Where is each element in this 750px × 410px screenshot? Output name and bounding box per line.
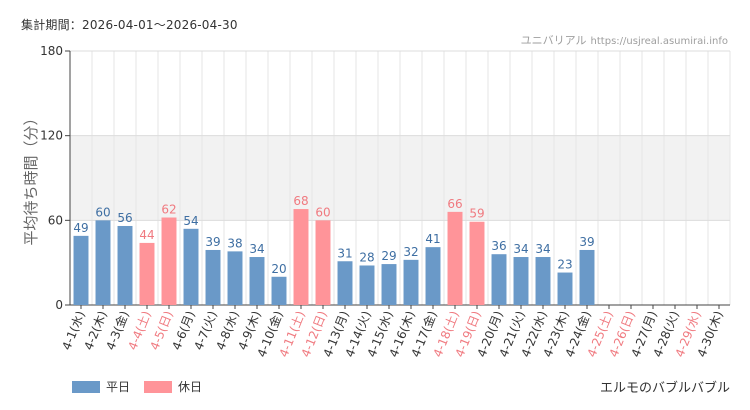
y-axis-title: 平均待ち時間（分）: [22, 110, 40, 245]
data-label: 49: [73, 221, 88, 235]
data-label: 34: [249, 242, 264, 256]
source-url[interactable]: https://usjreal.asumirai.info: [590, 36, 728, 47]
bar: [73, 235, 89, 305]
data-label: 20: [271, 262, 286, 276]
bar: [205, 249, 221, 305]
data-label: 39: [579, 235, 594, 249]
bar: [403, 259, 419, 305]
data-label: 44: [139, 228, 154, 242]
legend-holiday[interactable]: 休日: [144, 378, 202, 395]
source-credit[interactable]: ユニバリアル https://usjreal.asumirai.info: [521, 32, 728, 48]
legend-holiday-swatch: [144, 380, 173, 393]
bar: [359, 265, 375, 305]
data-label: 68: [293, 194, 308, 208]
bar: [95, 220, 111, 305]
bar: [161, 217, 177, 305]
y-tick-label: 60: [48, 213, 63, 227]
data-label: 66: [447, 197, 462, 211]
y-tick-label: 120: [40, 129, 63, 143]
bar: [249, 257, 265, 305]
data-label: 36: [491, 239, 506, 253]
bar: [183, 228, 199, 305]
data-label: 23: [557, 258, 572, 272]
bar: [117, 225, 133, 305]
legend-weekday-label: 平日: [106, 380, 131, 394]
bar: [557, 272, 573, 305]
bar: [491, 254, 507, 305]
data-label: 28: [359, 250, 374, 264]
data-label: 56: [117, 211, 132, 225]
bar: [535, 257, 551, 305]
legend-holiday-label: 休日: [178, 380, 203, 394]
chart-legend: 平日 休日: [72, 378, 202, 395]
attraction-name: エルモのバブルバブル: [599, 381, 730, 396]
data-label: 62: [161, 203, 176, 217]
data-label: 38: [227, 236, 242, 250]
legend-weekday[interactable]: 平日: [72, 378, 130, 395]
bar: [425, 247, 441, 305]
bar: [381, 264, 397, 305]
data-label: 29: [381, 249, 396, 263]
data-label: 34: [513, 242, 528, 256]
bar: [315, 220, 331, 305]
bar: [271, 276, 287, 305]
data-label: 34: [535, 242, 550, 256]
bar: [579, 249, 595, 305]
bar: [513, 257, 529, 305]
data-label: 60: [95, 205, 110, 219]
data-label: 60: [315, 205, 330, 219]
bar: [447, 211, 463, 305]
bar: [139, 242, 155, 305]
y-tick-label: 180: [40, 44, 63, 58]
bar: [469, 221, 485, 305]
legend-weekday-swatch: [72, 380, 100, 393]
y-tick-label: 0: [55, 298, 63, 312]
data-label: 32: [403, 245, 418, 259]
bar: [293, 209, 309, 305]
data-label: 39: [205, 235, 220, 249]
source-name: ユニバリアル: [520, 34, 587, 47]
period-label: 集計期間：2026-04-01〜2026-04-30: [21, 18, 238, 32]
data-label: 59: [469, 207, 484, 221]
bar: [337, 261, 353, 305]
data-label: 31: [337, 246, 352, 260]
data-label: 54: [183, 214, 198, 228]
data-label: 41: [425, 232, 440, 246]
bar: [227, 251, 243, 305]
